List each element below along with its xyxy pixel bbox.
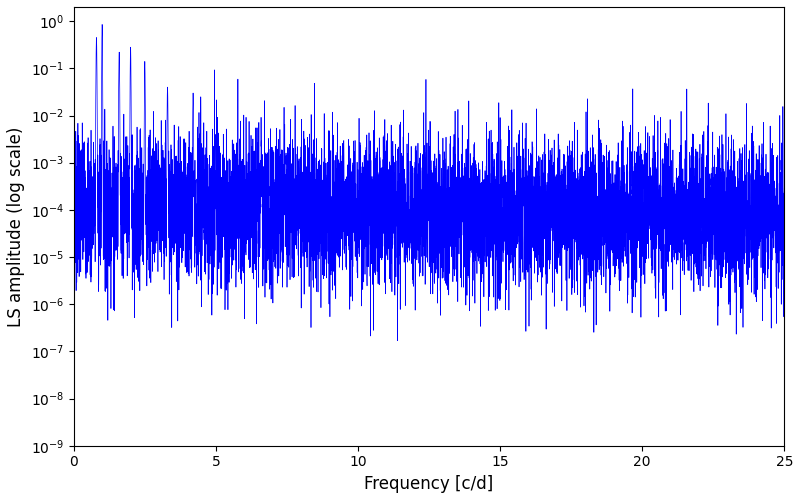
Y-axis label: LS amplitude (log scale): LS amplitude (log scale) [7, 126, 25, 326]
X-axis label: Frequency [c/d]: Frequency [c/d] [364, 475, 494, 493]
